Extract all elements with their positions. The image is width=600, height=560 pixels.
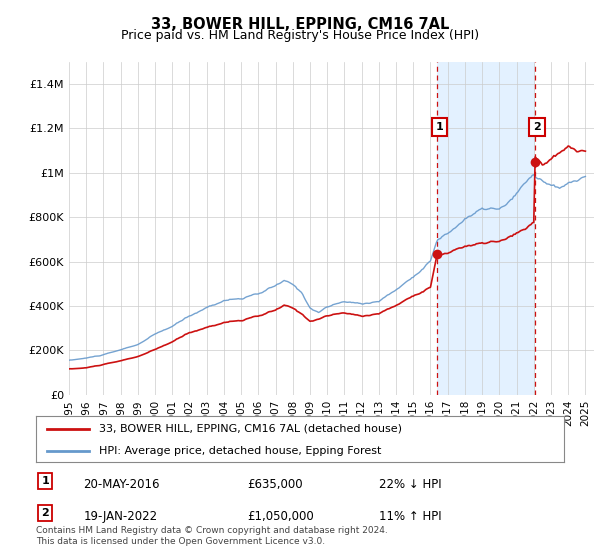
Bar <box>437 62 535 395</box>
Text: HPI: Average price, detached house, Epping Forest: HPI: Average price, detached house, Eppi… <box>100 446 382 455</box>
Text: 11% ↑ HPI: 11% ↑ HPI <box>379 510 442 523</box>
Text: 2: 2 <box>533 122 541 132</box>
Text: Price paid vs. HM Land Registry's House Price Index (HPI): Price paid vs. HM Land Registry's House … <box>121 29 479 42</box>
Text: Contains HM Land Registry data © Crown copyright and database right 2024.
This d: Contains HM Land Registry data © Crown c… <box>36 526 388 546</box>
Text: 19-JAN-2022: 19-JAN-2022 <box>83 510 158 523</box>
Text: 22% ↓ HPI: 22% ↓ HPI <box>379 478 442 491</box>
Text: 33, BOWER HILL, EPPING, CM16 7AL: 33, BOWER HILL, EPPING, CM16 7AL <box>151 17 449 32</box>
Text: 1: 1 <box>436 122 443 132</box>
Text: £635,000: £635,000 <box>247 478 303 491</box>
Text: 2: 2 <box>41 508 49 518</box>
Text: £1,050,000: £1,050,000 <box>247 510 314 523</box>
Text: 33, BOWER HILL, EPPING, CM16 7AL (detached house): 33, BOWER HILL, EPPING, CM16 7AL (detach… <box>100 424 403 434</box>
Text: 20-MAY-2016: 20-MAY-2016 <box>83 478 160 491</box>
Text: 1: 1 <box>41 476 49 486</box>
